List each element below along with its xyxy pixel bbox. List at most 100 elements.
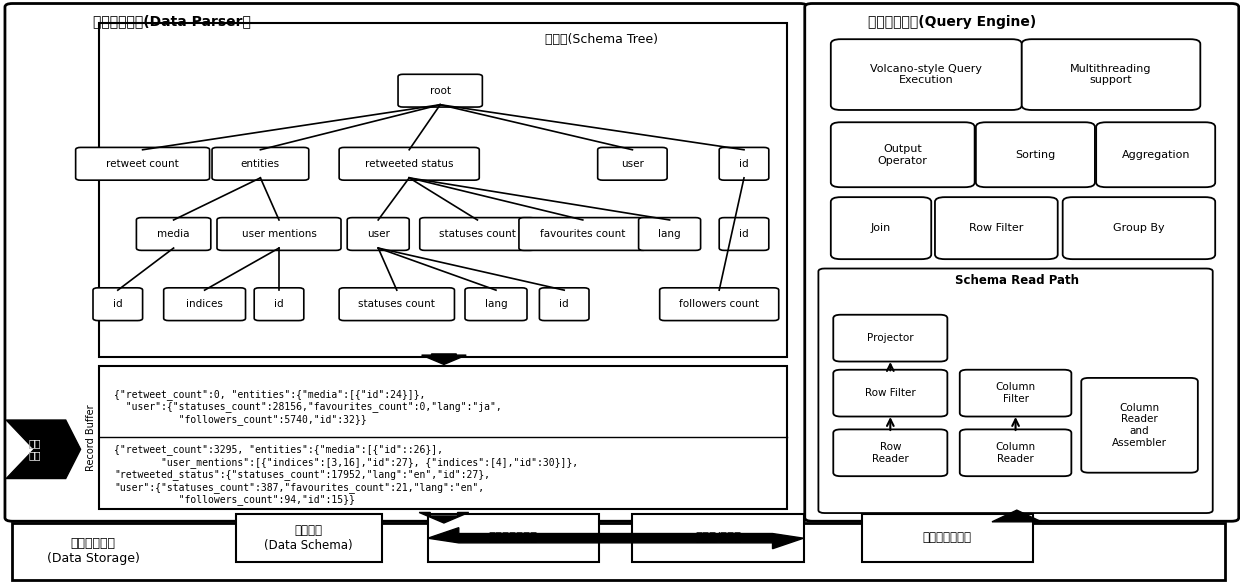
Text: id: id [113, 299, 123, 309]
FancyBboxPatch shape [1063, 197, 1215, 259]
FancyBboxPatch shape [465, 288, 527, 321]
FancyBboxPatch shape [833, 429, 947, 476]
Text: statuses count: statuses count [358, 299, 435, 309]
FancyBboxPatch shape [719, 218, 769, 250]
Text: Column
Reader
and
Assembler: Column Reader and Assembler [1112, 403, 1167, 448]
Text: 解析器/组装器: 解析器/组装器 [694, 531, 742, 544]
FancyBboxPatch shape [76, 147, 210, 180]
Bar [12, 523, 1225, 580]
FancyBboxPatch shape [830, 274, 1202, 508]
Text: {"retweet_count":0, "entities":{"media":[{"id":24}]},
  "user":{"statuses_count": {"retweet_count":0, "entities":{"media":… [114, 388, 502, 425]
Text: retweet count: retweet count [107, 159, 179, 169]
Polygon shape [992, 510, 1042, 522]
FancyBboxPatch shape [831, 39, 1022, 110]
Text: Sorting: Sorting [1016, 150, 1055, 160]
FancyBboxPatch shape [340, 147, 479, 180]
Text: Projector: Projector [867, 333, 914, 343]
Text: Multithreading
support: Multithreading support [1070, 64, 1152, 85]
FancyBboxPatch shape [5, 4, 807, 521]
Polygon shape [6, 420, 81, 479]
Text: Row
Reader: Row Reader [872, 442, 909, 463]
Text: 数据解析模块(Data Parser）: 数据解析模块(Data Parser） [93, 15, 250, 29]
Text: id: id [559, 299, 569, 309]
Text: Column
Filter: Column Filter [996, 383, 1035, 404]
Text: lang: lang [658, 229, 681, 239]
Text: user: user [367, 229, 389, 239]
FancyBboxPatch shape [818, 269, 1213, 513]
FancyBboxPatch shape [976, 122, 1095, 187]
Text: 查询分析模块(Query Engine): 查询分析模块(Query Engine) [868, 15, 1037, 29]
FancyBboxPatch shape [93, 288, 143, 321]
Text: user mentions: user mentions [242, 229, 316, 239]
Text: 列式二进制数据: 列式二进制数据 [923, 531, 972, 544]
Text: {"retweet_count":3295, "entities":{"media":[{"id"::26}],
        "user_mentions": {"retweet_count":3295, "entities":{"medi… [114, 445, 578, 505]
Text: user: user [621, 159, 644, 169]
Text: id: id [739, 229, 749, 239]
FancyBboxPatch shape [1096, 122, 1215, 187]
Text: Volcano-style Query
Execution: Volcano-style Query Execution [870, 64, 982, 85]
FancyBboxPatch shape [419, 218, 534, 250]
Text: root: root [430, 85, 450, 96]
FancyBboxPatch shape [164, 288, 246, 321]
FancyBboxPatch shape [833, 315, 947, 362]
Text: Join: Join [870, 223, 892, 233]
FancyBboxPatch shape [1022, 39, 1200, 110]
Text: entities: entities [241, 159, 280, 169]
Text: 文本
数据: 文本 数据 [29, 439, 41, 460]
FancyBboxPatch shape [825, 271, 1207, 510]
Text: 语法树(Schema Tree): 语法树(Schema Tree) [544, 33, 658, 46]
FancyBboxPatch shape [539, 288, 589, 321]
Text: retweeted status: retweeted status [365, 159, 454, 169]
Text: id: id [274, 299, 284, 309]
FancyBboxPatch shape [719, 147, 769, 180]
Text: statuses count: statuses count [439, 229, 516, 239]
FancyBboxPatch shape [833, 370, 947, 417]
FancyBboxPatch shape [518, 218, 647, 250]
FancyBboxPatch shape [935, 197, 1058, 259]
Text: Output
Operator: Output Operator [878, 144, 928, 166]
FancyBboxPatch shape [212, 147, 309, 180]
Text: Record Buffer: Record Buffer [86, 404, 95, 471]
Text: Column
Reader: Column Reader [996, 442, 1035, 463]
FancyBboxPatch shape [831, 122, 975, 187]
Text: indices: indices [186, 299, 223, 309]
Text: Row Filter: Row Filter [866, 388, 915, 398]
FancyBboxPatch shape [136, 218, 211, 250]
FancyBboxPatch shape [960, 429, 1071, 476]
Text: media: media [157, 229, 190, 239]
FancyBboxPatch shape [340, 288, 455, 321]
Bar [236, 514, 382, 562]
FancyBboxPatch shape [639, 218, 701, 250]
FancyBboxPatch shape [347, 218, 409, 250]
Polygon shape [428, 528, 804, 549]
Text: Group By: Group By [1114, 223, 1164, 233]
FancyBboxPatch shape [660, 288, 779, 321]
Polygon shape [419, 512, 469, 523]
Text: 文本
数据: 文本 数据 [29, 439, 41, 460]
Text: 行式二进制数据: 行式二进制数据 [489, 531, 538, 544]
FancyBboxPatch shape [960, 370, 1071, 417]
Text: followers count: followers count [680, 299, 759, 309]
FancyBboxPatch shape [831, 197, 931, 259]
Text: Schema Read Path: Schema Read Path [955, 274, 1079, 287]
FancyBboxPatch shape [254, 288, 304, 321]
Text: favourites count: favourites count [541, 229, 625, 239]
Bar [632, 514, 804, 562]
Bar [99, 366, 787, 509]
Text: 数据存储模块
(Data Storage): 数据存储模块 (Data Storage) [47, 537, 139, 565]
Bar [862, 514, 1033, 562]
FancyBboxPatch shape [805, 4, 1239, 521]
FancyBboxPatch shape [1081, 378, 1198, 473]
Text: lang: lang [485, 299, 507, 309]
FancyBboxPatch shape [598, 147, 667, 180]
Bar [428, 514, 599, 562]
Text: id: id [739, 159, 749, 169]
FancyBboxPatch shape [836, 277, 1195, 505]
Text: Aggregation: Aggregation [1121, 150, 1190, 160]
Text: 数据定义
(Data Schema): 数据定义 (Data Schema) [264, 524, 353, 552]
FancyBboxPatch shape [398, 74, 482, 107]
Polygon shape [422, 354, 466, 364]
Text: Row Filter: Row Filter [970, 223, 1023, 233]
FancyBboxPatch shape [217, 218, 341, 250]
Bar [99, 23, 787, 357]
